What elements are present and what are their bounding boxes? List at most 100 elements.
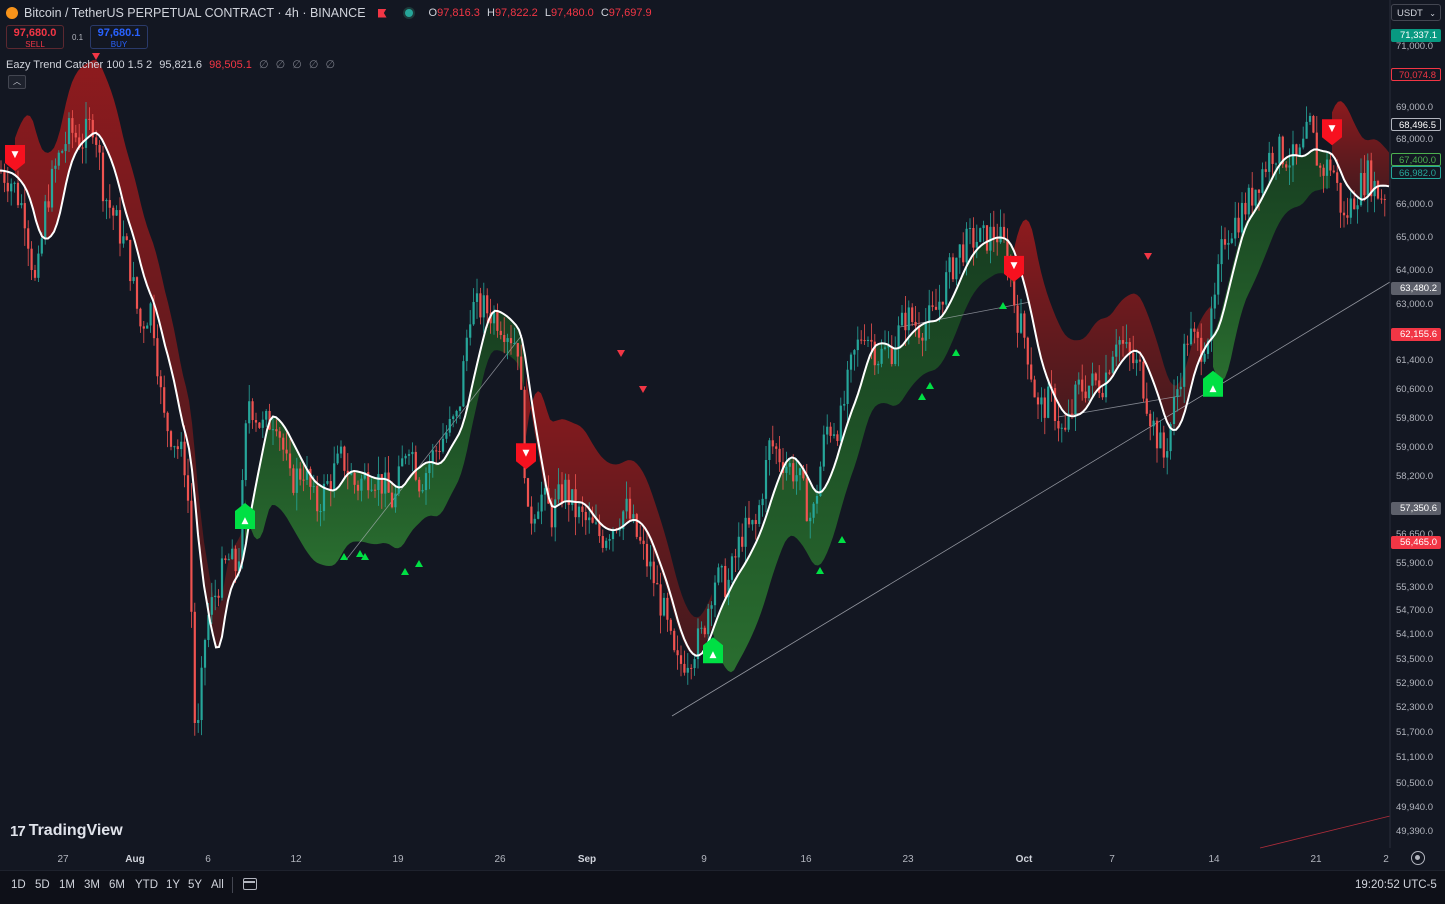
tradingview-logo: 17 TradingView (10, 822, 123, 840)
candle-body (108, 200, 111, 208)
up-arrow-icon: ▲ (710, 650, 717, 660)
candle-body (360, 478, 363, 491)
price-axis-label: 55,900.0 (1396, 558, 1433, 569)
candle-body (33, 270, 37, 278)
candle-body (506, 338, 509, 342)
small-sell-triangle (639, 386, 647, 393)
candle-body (866, 339, 870, 341)
candle-body (972, 227, 975, 248)
candle-body (101, 152, 105, 202)
small-buy-triangle (918, 393, 926, 400)
small-buy-triangle (340, 553, 348, 560)
collapse-legend-button[interactable]: ︿ (8, 75, 26, 89)
price-axis-label: 52,900.0 (1396, 678, 1433, 689)
candle-body (27, 228, 30, 249)
indicator-legend[interactable]: Eazy Trend Catcher 100 1.5 2 95,821.6 98… (6, 58, 337, 71)
candle-body (618, 529, 621, 531)
candle-body (897, 325, 900, 349)
candle-body (989, 226, 992, 251)
candle-body (516, 343, 519, 357)
candle-body (288, 453, 292, 469)
timeframe-6m-button[interactable]: 6M (109, 879, 125, 891)
buy-button[interactable]: 97,680.1 BUY (90, 25, 148, 49)
candle-body (302, 479, 305, 481)
candle-body (860, 339, 863, 341)
candle-body (1312, 115, 1315, 133)
candle-body (513, 343, 516, 345)
candle-body (394, 493, 397, 508)
candle-body (557, 484, 560, 500)
candle-body (1329, 159, 1332, 171)
candle-body (37, 253, 40, 278)
candle-body (656, 583, 659, 585)
price-axis-label: 69,000.0 (1396, 102, 1433, 113)
candle-body (139, 308, 142, 327)
candle-body (880, 348, 883, 364)
sell-price: 97,680.0 (13, 27, 57, 39)
candle-body (1070, 413, 1074, 415)
currency-select[interactable]: USDT ⌄ (1391, 4, 1441, 21)
candle-body (254, 420, 258, 423)
candle-body (1057, 421, 1060, 429)
candle-body (482, 295, 485, 318)
candle-body (122, 236, 125, 244)
candle-body (452, 416, 455, 420)
candle-body (1111, 356, 1114, 373)
candle-body (329, 481, 332, 490)
candle-body (968, 227, 972, 229)
timeframe-3m-button[interactable]: 3M (84, 879, 100, 891)
candle-body (662, 597, 666, 616)
calendar-icon[interactable] (243, 878, 257, 890)
candle-body (1271, 152, 1274, 164)
candle-body (1118, 340, 1121, 345)
timeframe-1m-button[interactable]: 1M (59, 879, 75, 891)
timeframe-1y-button[interactable]: 1Y (166, 879, 181, 891)
candle-body (741, 536, 744, 547)
candle-body (95, 137, 98, 145)
time-axis-label: Oct (1015, 854, 1033, 865)
candle-body (251, 401, 254, 421)
clock[interactable]: 19:20:52 UTC-5 (1355, 879, 1437, 891)
candle-body (363, 472, 366, 479)
timeframe-5y-button[interactable]: 5Y (188, 879, 203, 891)
timeframe-all-button[interactable]: All (211, 879, 224, 891)
candle-body (727, 579, 730, 598)
brand-name: TradingView (28, 822, 123, 839)
timeframe-1d-button[interactable]: 1D (11, 879, 26, 891)
candle-body (693, 659, 696, 669)
candle-body (224, 558, 227, 561)
candle-body (1176, 389, 1179, 398)
up-arrow-icon: ▲ (1210, 384, 1217, 394)
candle-body (503, 335, 506, 342)
indicator-name: Eazy Trend Catcher 100 1.5 2 (6, 59, 153, 71)
candle-body (771, 440, 774, 447)
candle-body (805, 478, 808, 522)
candle-body (428, 464, 431, 474)
candle-body (921, 337, 924, 341)
candle-body (1121, 340, 1125, 344)
indicator-empty-values: ∅ ∅ ∅ ∅ ∅ (259, 59, 338, 71)
candle-body (1247, 187, 1250, 215)
sell-button[interactable]: 97,680.0 SELL (6, 25, 64, 49)
candle-body (1053, 388, 1057, 422)
candle-body (350, 472, 353, 475)
signal-markers: ▼ ▼ ▼ ▼ ▲ ▲ ▲ (5, 53, 1342, 664)
candle-body (792, 463, 795, 482)
flag-icon[interactable] (377, 8, 387, 18)
price-axis-label: 49,940.0 (1396, 802, 1433, 813)
timeframe-5d-button[interactable]: 5D (35, 879, 50, 891)
time-axis-label: 7 (1109, 854, 1115, 865)
price-axis-label: 51,700.0 (1396, 727, 1433, 738)
candle-body (775, 446, 778, 449)
candle-body (486, 295, 489, 314)
candle-body (105, 200, 108, 202)
candle-body (455, 410, 458, 417)
symbol-title[interactable]: Bitcoin / TetherUS PERPETUAL CONTRACT · … (24, 6, 366, 20)
timeframe-ytd-button[interactable]: YTD (135, 879, 158, 891)
settings-gear-icon[interactable] (1411, 851, 1425, 865)
price-axis-label: 63,000.0 (1396, 299, 1433, 310)
candle-body (1067, 413, 1070, 430)
price-axis-label: 59,000.0 (1396, 442, 1433, 453)
candle-body (30, 248, 33, 271)
